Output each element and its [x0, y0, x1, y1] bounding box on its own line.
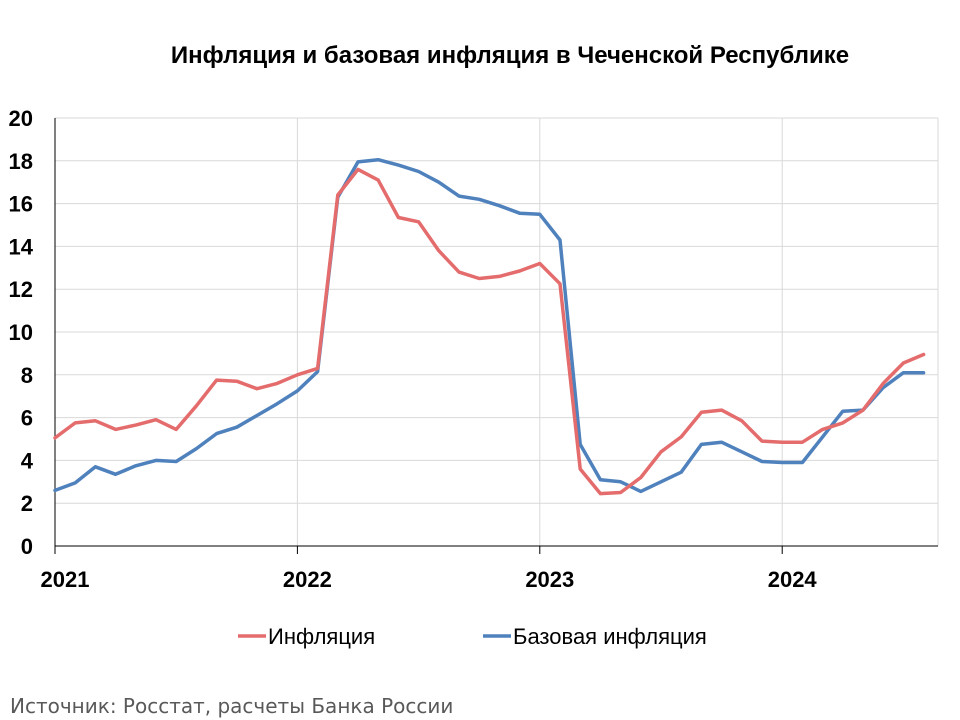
axes: 0 2 4 6 8 10 12 14 16 18 20 2021 2022 2023 2024 — [9, 106, 938, 592]
y-tick-label: 4 — [21, 448, 34, 473]
y-tick-label: 10 — [9, 320, 33, 345]
y-tick-label: 8 — [21, 363, 33, 388]
y-tick-label: 0 — [21, 534, 33, 559]
source-note: Источник: Росстат, расчеты Банка России — [10, 694, 454, 718]
series-line-core-inflation — [53, 157, 926, 494]
series-lines — [53, 157, 926, 496]
y-tick-label: 14 — [9, 234, 34, 259]
y-tick-label: 18 — [9, 149, 33, 174]
legend-label: Инфляция — [268, 624, 375, 649]
legend: Инфляция Базовая инфляция — [238, 624, 707, 649]
y-tick-label: 6 — [21, 406, 33, 431]
chart-title: Инфляция и базовая инфляция в Чеченской … — [170, 42, 850, 69]
y-tick-label: 16 — [9, 192, 33, 217]
grid-lines — [54, 117, 939, 546]
x-tick-label: 2023 — [525, 567, 574, 592]
y-tick-label: 20 — [9, 106, 33, 131]
legend-label: Базовая инфляция — [513, 624, 707, 649]
x-tick-label: 2022 — [283, 567, 332, 592]
series-line-inflation — [53, 167, 926, 496]
y-tick-label: 12 — [9, 277, 33, 302]
x-tick-label: 2024 — [768, 567, 818, 592]
x-tick-label: 2021 — [41, 567, 90, 592]
y-tick-label: 2 — [21, 491, 33, 516]
line-chart: 0 2 4 6 8 10 12 14 16 18 20 2021 2022 2023 2024 Инфляц… — [9, 106, 939, 649]
